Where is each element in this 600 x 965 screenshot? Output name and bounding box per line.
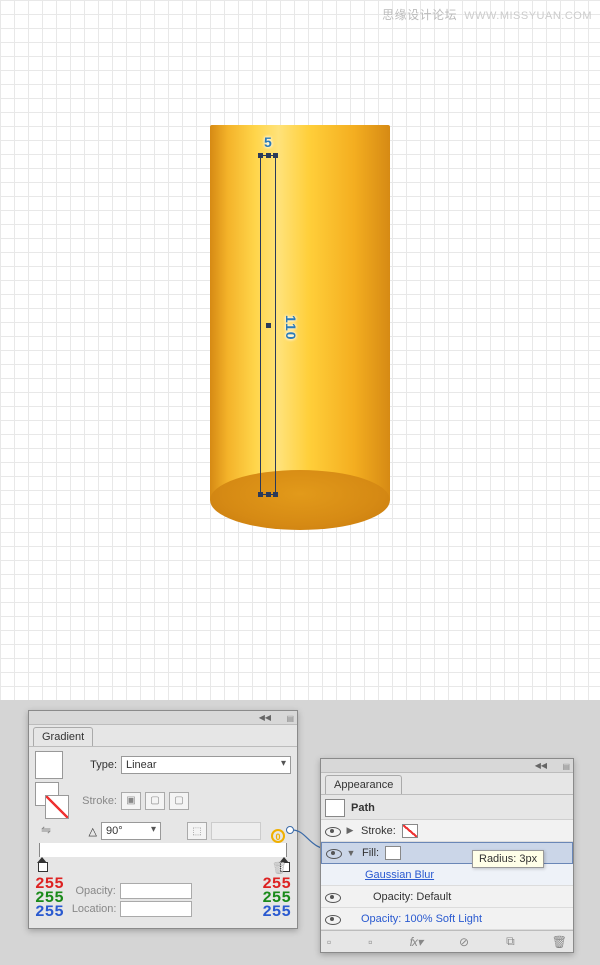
appearance-footer: ▫ ▫ fx▾ ⊘ ⧉ 🗑: [321, 930, 573, 952]
angle-input[interactable]: 90°: [101, 822, 161, 840]
new-layer-icon[interactable]: ▫: [368, 935, 372, 949]
appearance-panel-body: Path ▶ Stroke: ▼ Fill: Gaussian Blur: [321, 794, 573, 952]
panel-collapse-icon[interactable]: ◀◀: [259, 713, 271, 722]
panels-area: ◀◀ ▤ Gradient Type: Linear Stroke: ▣: [0, 700, 600, 965]
fx-icon[interactable]: fx▾: [410, 935, 422, 949]
aspect-ratio-input: [211, 822, 261, 840]
gaussian-blur-link[interactable]: Gaussian Blur: [365, 869, 434, 881]
appearance-object-label: Path: [351, 802, 375, 814]
left-stop-rgb: 255 255 255: [35, 877, 64, 919]
opacity-mode-label[interactable]: Opacity: 100% Soft Light: [361, 913, 482, 925]
disclosure-icon[interactable]: ▶: [345, 825, 355, 836]
selection-bounding-box[interactable]: [260, 155, 276, 495]
gradient-stop-left[interactable]: [37, 857, 47, 869]
watermark-cn: 思缘设计论坛: [382, 8, 457, 22]
duplicate-icon[interactable]: ⧉: [506, 934, 515, 949]
appearance-opacity-mode-row[interactable]: Opacity: 100% Soft Light: [321, 908, 573, 930]
appearance-opacity-default-row[interactable]: Opacity: Default: [321, 886, 573, 908]
resize-handle[interactable]: [258, 492, 263, 497]
reverse-gradient-icon[interactable]: ⇋: [35, 823, 57, 839]
opacity-input: [120, 883, 192, 899]
new-art-toggle-icon[interactable]: ▫: [327, 935, 331, 949]
resize-handle[interactable]: [266, 153, 271, 158]
cylinder-bottom-ellipse: [210, 470, 390, 530]
tooltip-text: Radius: 3px: [479, 853, 537, 865]
cylinder-body: [210, 125, 390, 500]
resize-handle[interactable]: [258, 153, 263, 158]
panel-titlebar[interactable]: ◀◀ ▤: [29, 711, 297, 725]
stroke-align-inside-icon: ▣: [121, 792, 141, 810]
gradient-type-value: Linear: [126, 759, 157, 771]
fill-label: Fill:: [362, 847, 379, 859]
gradient-preview-swatch[interactable]: [35, 751, 63, 779]
resize-handle[interactable]: [273, 153, 278, 158]
stroke-align-outside-icon: ▢: [169, 792, 189, 810]
appearance-list: ▶ Stroke: ▼ Fill: Gaussian Blur Opacit: [321, 819, 573, 930]
stroke-swatch-none[interactable]: [402, 824, 418, 838]
clear-icon[interactable]: ⊘: [459, 935, 469, 949]
delete-stop-icon: 🗑: [272, 861, 287, 875]
location-label: Location:: [72, 903, 117, 915]
resize-handle[interactable]: [273, 492, 278, 497]
dimension-height-label: 110: [283, 315, 299, 341]
gradient-panel-body: Type: Linear Stroke: ▣ ▢ ▢ ⇋ △: [29, 746, 297, 928]
panel-menu-icon[interactable]: ▤: [286, 714, 293, 723]
gradient-tab[interactable]: Gradient: [33, 727, 93, 746]
opacity-stop-badge[interactable]: 0: [271, 829, 285, 843]
type-label: Type:: [73, 759, 117, 771]
connector-dot: [286, 826, 294, 834]
watermark-url: WWW.MISSYUAN.COM: [464, 10, 592, 22]
appearance-stroke-row[interactable]: ▶ Stroke:: [321, 820, 573, 842]
gradient-panel: ◀◀ ▤ Gradient Type: Linear Stroke: ▣: [28, 710, 298, 929]
opacity-default-label[interactable]: Opacity: Default: [373, 891, 451, 903]
visibility-eye-icon[interactable]: [325, 912, 339, 926]
disclosure-icon[interactable]: ▼: [346, 848, 356, 858]
aspect-ratio-icon: ⬚: [187, 822, 207, 840]
resize-handle[interactable]: [266, 492, 271, 497]
panel-collapse-icon[interactable]: ◀◀: [535, 761, 547, 770]
location-input: [120, 901, 192, 917]
stroke-none-swatch[interactable]: [45, 795, 69, 819]
dimension-width-label: 5: [264, 134, 272, 150]
watermark: 思缘设计论坛 WWW.MISSYUAN.COM: [382, 6, 592, 23]
path-thumb: [325, 799, 345, 817]
fill-swatch[interactable]: [385, 846, 401, 860]
gradient-type-dropdown[interactable]: Linear: [121, 756, 291, 774]
visibility-eye-icon[interactable]: [326, 846, 340, 860]
opacity-label: Opacity:: [72, 885, 116, 897]
panel-menu-icon[interactable]: ▤: [562, 762, 569, 771]
gradient-slider[interactable]: 0 🗑: [35, 843, 291, 873]
visibility-eye-icon[interactable]: [325, 890, 339, 904]
stroke-label: Stroke:: [361, 825, 396, 837]
gradient-track-fill: [40, 843, 286, 857]
angle-value: 90°: [106, 825, 123, 837]
panel-titlebar[interactable]: ◀◀ ▤: [321, 759, 573, 773]
visibility-eye-icon[interactable]: [325, 824, 339, 838]
radius-tooltip: Radius: 3px: [472, 850, 544, 868]
canvas-grid: 思缘设计论坛 WWW.MISSYUAN.COM 5 110: [0, 0, 600, 700]
trash-icon[interactable]: 🗑: [552, 935, 567, 949]
right-stop-rgb: 255 255 255: [262, 877, 291, 919]
appearance-path-row: Path: [321, 795, 573, 819]
stroke-label: Stroke:: [73, 795, 117, 807]
center-handle[interactable]: [266, 323, 271, 328]
stroke-align-center-icon: ▢: [145, 792, 165, 810]
cylinder-shape: [210, 125, 390, 535]
appearance-tab[interactable]: Appearance: [325, 775, 402, 794]
angle-symbol: △: [85, 825, 97, 838]
